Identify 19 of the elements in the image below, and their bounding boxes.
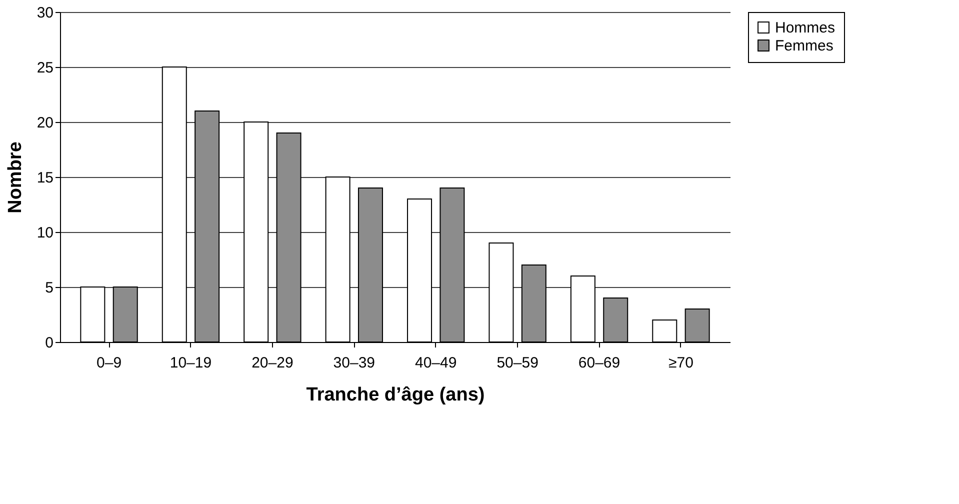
legend-label: Femmes bbox=[775, 38, 834, 54]
x-tick-label: 0–9 bbox=[96, 354, 122, 372]
x-tick-label: 30–39 bbox=[333, 354, 376, 372]
x-tick-label: 60–69 bbox=[578, 354, 620, 372]
x-tick-label: ≥70 bbox=[668, 354, 694, 372]
y-tick-label: 25 bbox=[36, 60, 54, 76]
x-tick-label: 10–19 bbox=[170, 354, 212, 372]
x-tick-label: 50–59 bbox=[496, 354, 538, 372]
y-tick-label: 15 bbox=[36, 170, 54, 186]
x-tick-label: 20–29 bbox=[252, 354, 294, 372]
y-tick-label: 30 bbox=[36, 4, 54, 22]
legend-label: Hommes bbox=[775, 20, 836, 36]
y-tick-label: 5 bbox=[45, 280, 54, 296]
y-tick-label: 0 bbox=[45, 334, 54, 352]
x-tick-label: 40–49 bbox=[414, 354, 457, 372]
y-axis-title: Nombre bbox=[4, 142, 26, 214]
y-tick-label: 20 bbox=[36, 114, 54, 132]
x-axis-title: Tranche d’âge (ans) bbox=[306, 384, 485, 406]
y-tick-label: 10 bbox=[36, 224, 54, 242]
